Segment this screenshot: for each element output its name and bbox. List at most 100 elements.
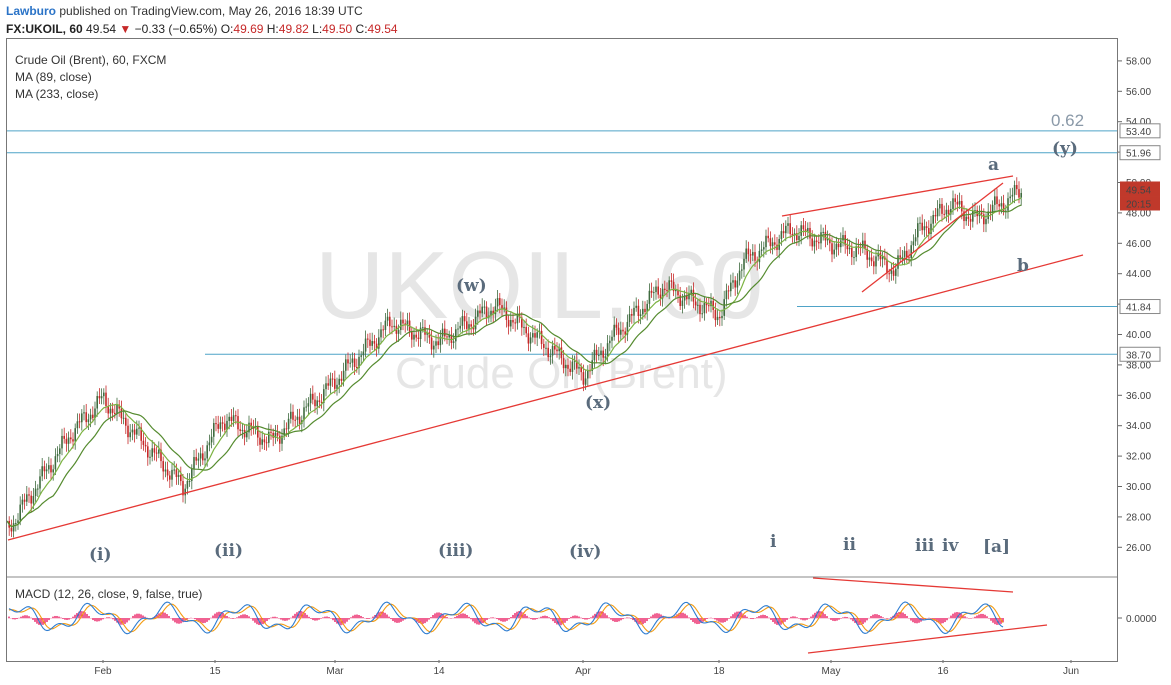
macd-signal-line — [8, 603, 1004, 633]
macd-hist-bar — [284, 618, 286, 621]
macd-hist-bar — [504, 618, 506, 622]
candle-body — [609, 340, 611, 344]
macd-hist-bar — [176, 618, 178, 624]
macd-hist-bar — [990, 618, 992, 621]
candle-body — [842, 235, 844, 241]
candle-body — [518, 313, 521, 318]
macd-hist-bar — [936, 618, 938, 623]
x-tick-label: Apr — [575, 666, 591, 677]
publish-text: published on TradingView.com, May 26, 20… — [59, 4, 363, 18]
macd-hist-bar — [862, 618, 864, 624]
chart-header: Lawburo published on TradingView.com, Ma… — [0, 0, 1171, 38]
candle-body — [19, 504, 21, 521]
macd-hist-bar — [274, 616, 276, 619]
candle-body — [483, 306, 486, 308]
macd-hist-bar — [808, 618, 810, 619]
macd-hist-bar — [582, 618, 584, 619]
macd-hist-bar — [348, 618, 350, 620]
macd-hist-bar — [804, 618, 806, 621]
candle-body — [802, 225, 805, 230]
macd-hist-bar — [234, 618, 236, 619]
macd-hist-bar — [602, 611, 604, 619]
wave-label: i — [770, 532, 777, 552]
candle-body — [391, 326, 393, 328]
candle-body — [303, 407, 305, 421]
candle-body — [936, 208, 939, 217]
candle-body — [923, 226, 926, 231]
candle-body — [650, 290, 653, 293]
macd-hist-bar — [188, 618, 190, 619]
wave-label: (iii) — [438, 541, 473, 561]
macd-hist-bar — [552, 618, 554, 622]
candle-body — [767, 235, 769, 239]
candle-body — [37, 488, 39, 490]
macd-hist-bar — [214, 613, 216, 619]
candle-body — [754, 252, 756, 261]
y-tick-label: 28.00 — [1126, 512, 1151, 523]
candle-body — [503, 307, 505, 309]
candle-body — [961, 200, 963, 212]
candle-body — [182, 481, 184, 496]
macd-hist-bar — [240, 615, 242, 619]
candle-body — [118, 404, 120, 409]
candle-body — [560, 347, 563, 359]
candle-body — [657, 286, 659, 295]
candle-body — [107, 406, 109, 414]
macd-hist-bar — [344, 618, 346, 624]
candle-body — [329, 378, 332, 386]
macd-hist-bar — [64, 618, 66, 620]
candle-body — [481, 306, 483, 314]
macd-hist-bar — [564, 618, 566, 623]
macd-hist-bar — [980, 613, 982, 619]
fib-label: 0.62 — [1051, 111, 1084, 130]
macd-hist-bar — [102, 618, 104, 620]
macd-hist-bar — [792, 616, 794, 619]
candle-body — [653, 292, 655, 294]
macd-hist-bar — [894, 614, 896, 619]
candle-body — [298, 416, 301, 424]
macd-hist-bar — [36, 618, 38, 624]
author-link[interactable]: Lawburo — [6, 4, 56, 18]
candle-body — [230, 416, 233, 421]
macd-hist-bar — [988, 618, 990, 619]
candle-body — [648, 290, 651, 304]
macd-hist-bar — [424, 618, 426, 624]
macd-hist-bar — [76, 613, 78, 619]
candle-body — [45, 469, 48, 472]
candle-body — [307, 403, 310, 407]
candle-body — [241, 429, 244, 431]
candle-body — [331, 378, 334, 380]
candle-body — [749, 254, 752, 256]
macd-hist-bar — [886, 618, 888, 619]
candle-body — [569, 368, 571, 373]
candle-body — [798, 235, 800, 241]
candle-body — [815, 240, 818, 243]
macd-hist-bar — [8, 616, 10, 619]
candle-body — [195, 457, 197, 461]
macd-hist-bar — [160, 612, 162, 619]
candle-body — [413, 334, 415, 340]
candle-body — [969, 218, 972, 222]
candle-body — [263, 439, 266, 443]
macd-hist-bar — [230, 618, 232, 619]
candle-body — [175, 469, 178, 477]
macd-hist-bar — [822, 612, 824, 619]
macd-hist-bar — [354, 614, 356, 619]
y-tick-label: 36.00 — [1126, 391, 1151, 402]
macd-hist-bar — [1002, 618, 1004, 623]
candle-body — [103, 392, 105, 397]
candle-body — [822, 231, 824, 233]
candle-body — [446, 336, 448, 338]
macd-hist-bar — [826, 616, 828, 619]
macd-hist-bar — [680, 612, 682, 619]
macd-hist-bar — [890, 617, 892, 619]
candle-body — [472, 326, 475, 330]
macd-hist-bar — [200, 618, 202, 623]
macd-hist-bar — [68, 618, 70, 620]
macd-hist-bar — [914, 618, 916, 624]
macd-hist-bar — [550, 618, 552, 620]
macd-hist-bar — [810, 616, 812, 619]
macd-hist-bar — [878, 614, 880, 619]
candle-body — [494, 306, 497, 315]
